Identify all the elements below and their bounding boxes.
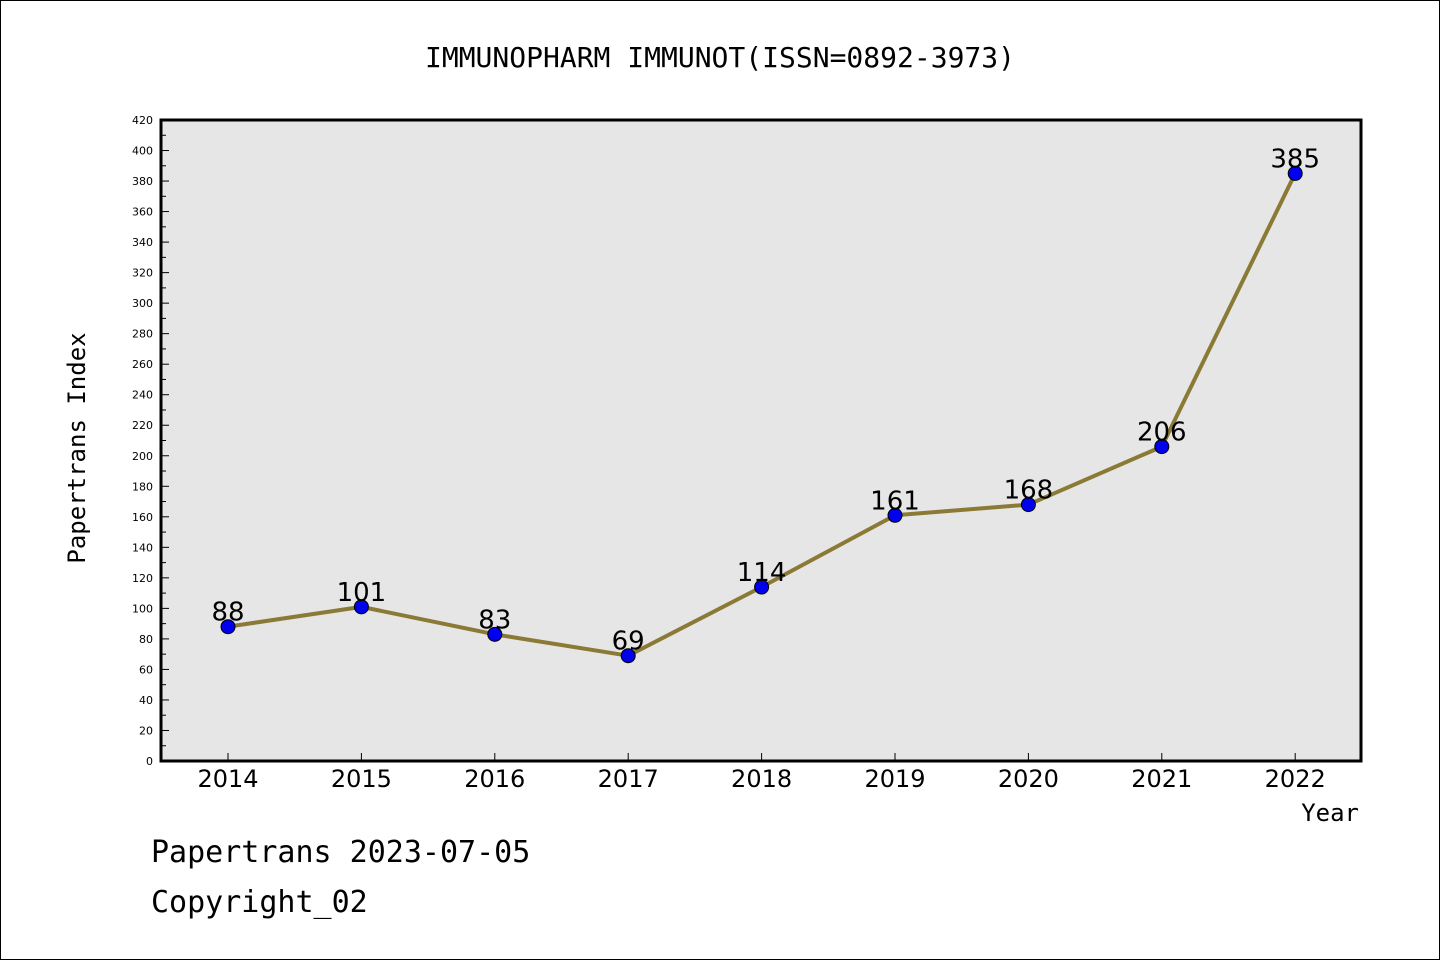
x-tick-label: 2021 bbox=[1131, 765, 1192, 793]
data-label: 88 bbox=[211, 598, 244, 628]
y-tick-label: 260 bbox=[132, 358, 153, 371]
footer-copyright-text: Copyright_02 bbox=[151, 885, 368, 920]
data-point bbox=[220, 619, 236, 635]
y-tick-label: 60 bbox=[139, 663, 153, 676]
x-tick-label: 2022 bbox=[1265, 765, 1326, 793]
data-label: 83 bbox=[478, 605, 511, 635]
x-tick-label: 2016 bbox=[464, 765, 525, 793]
y-tick-label: 220 bbox=[132, 419, 153, 432]
y-axis-label: Papertrans Index bbox=[63, 332, 91, 563]
y-tick-label: 120 bbox=[132, 572, 153, 585]
y-tick-label: 400 bbox=[132, 145, 153, 158]
series-group: 88 101 83 69 114 161 168 206 385 bbox=[211, 144, 1320, 664]
y-tick-label: 140 bbox=[132, 541, 153, 554]
chart-title: IMMUNOPHARM IMMUNOT(ISSN=0892-3973) bbox=[425, 41, 1015, 74]
data-label: 101 bbox=[337, 578, 387, 608]
y-tick-label: 420 bbox=[132, 114, 153, 127]
y-tick-label: 280 bbox=[132, 328, 153, 341]
data-label: 114 bbox=[737, 558, 787, 588]
x-tick-label: 2020 bbox=[998, 765, 1059, 793]
x-axis: 2014 2015 2016 2017 2018 2019 2020 2021 2022 bbox=[197, 753, 1326, 793]
y-tick-label: 380 bbox=[132, 175, 153, 188]
data-label: 161 bbox=[870, 486, 920, 516]
y-tick-label: 340 bbox=[132, 236, 153, 249]
y-tick-label: 320 bbox=[132, 267, 153, 280]
y-tick-label: 200 bbox=[132, 450, 153, 463]
data-label: 69 bbox=[612, 627, 645, 657]
y-tick-label: 160 bbox=[132, 511, 153, 524]
data-point bbox=[487, 626, 503, 642]
y-tick-label: 360 bbox=[132, 206, 153, 219]
data-label: 206 bbox=[1137, 418, 1187, 448]
y-tick-label: 300 bbox=[132, 297, 153, 310]
y-tick-label: 100 bbox=[132, 602, 153, 615]
x-tick-label: 2018 bbox=[731, 765, 792, 793]
x-tick-label: 2014 bbox=[197, 765, 258, 793]
data-point bbox=[1020, 497, 1036, 513]
data-point bbox=[754, 579, 770, 595]
data-label: 385 bbox=[1270, 144, 1320, 174]
data-point bbox=[353, 599, 369, 615]
footer-date-text: Papertrans 2023-07-05 bbox=[151, 835, 531, 870]
y-tick-label: 240 bbox=[132, 389, 153, 402]
data-point bbox=[887, 507, 903, 523]
data-point bbox=[620, 648, 636, 664]
x-axis-label: Year bbox=[1301, 799, 1359, 827]
y-tick-label: 180 bbox=[132, 480, 153, 493]
y-tick-label: 80 bbox=[139, 633, 153, 646]
y-tick-label: 20 bbox=[139, 724, 153, 737]
x-tick-label: 2017 bbox=[598, 765, 659, 793]
y-tick-label: 0 bbox=[146, 755, 153, 768]
x-tick-label: 2015 bbox=[331, 765, 392, 793]
y-axis: 0 20 40 60 80 100 120 140 160 180 200 220 240 260 280 3… bbox=[132, 114, 169, 768]
x-tick-label: 2019 bbox=[864, 765, 925, 793]
y-tick-label: 40 bbox=[139, 694, 153, 707]
data-label: 168 bbox=[1004, 476, 1054, 506]
data-point bbox=[1287, 165, 1303, 181]
data-point bbox=[1154, 439, 1170, 455]
